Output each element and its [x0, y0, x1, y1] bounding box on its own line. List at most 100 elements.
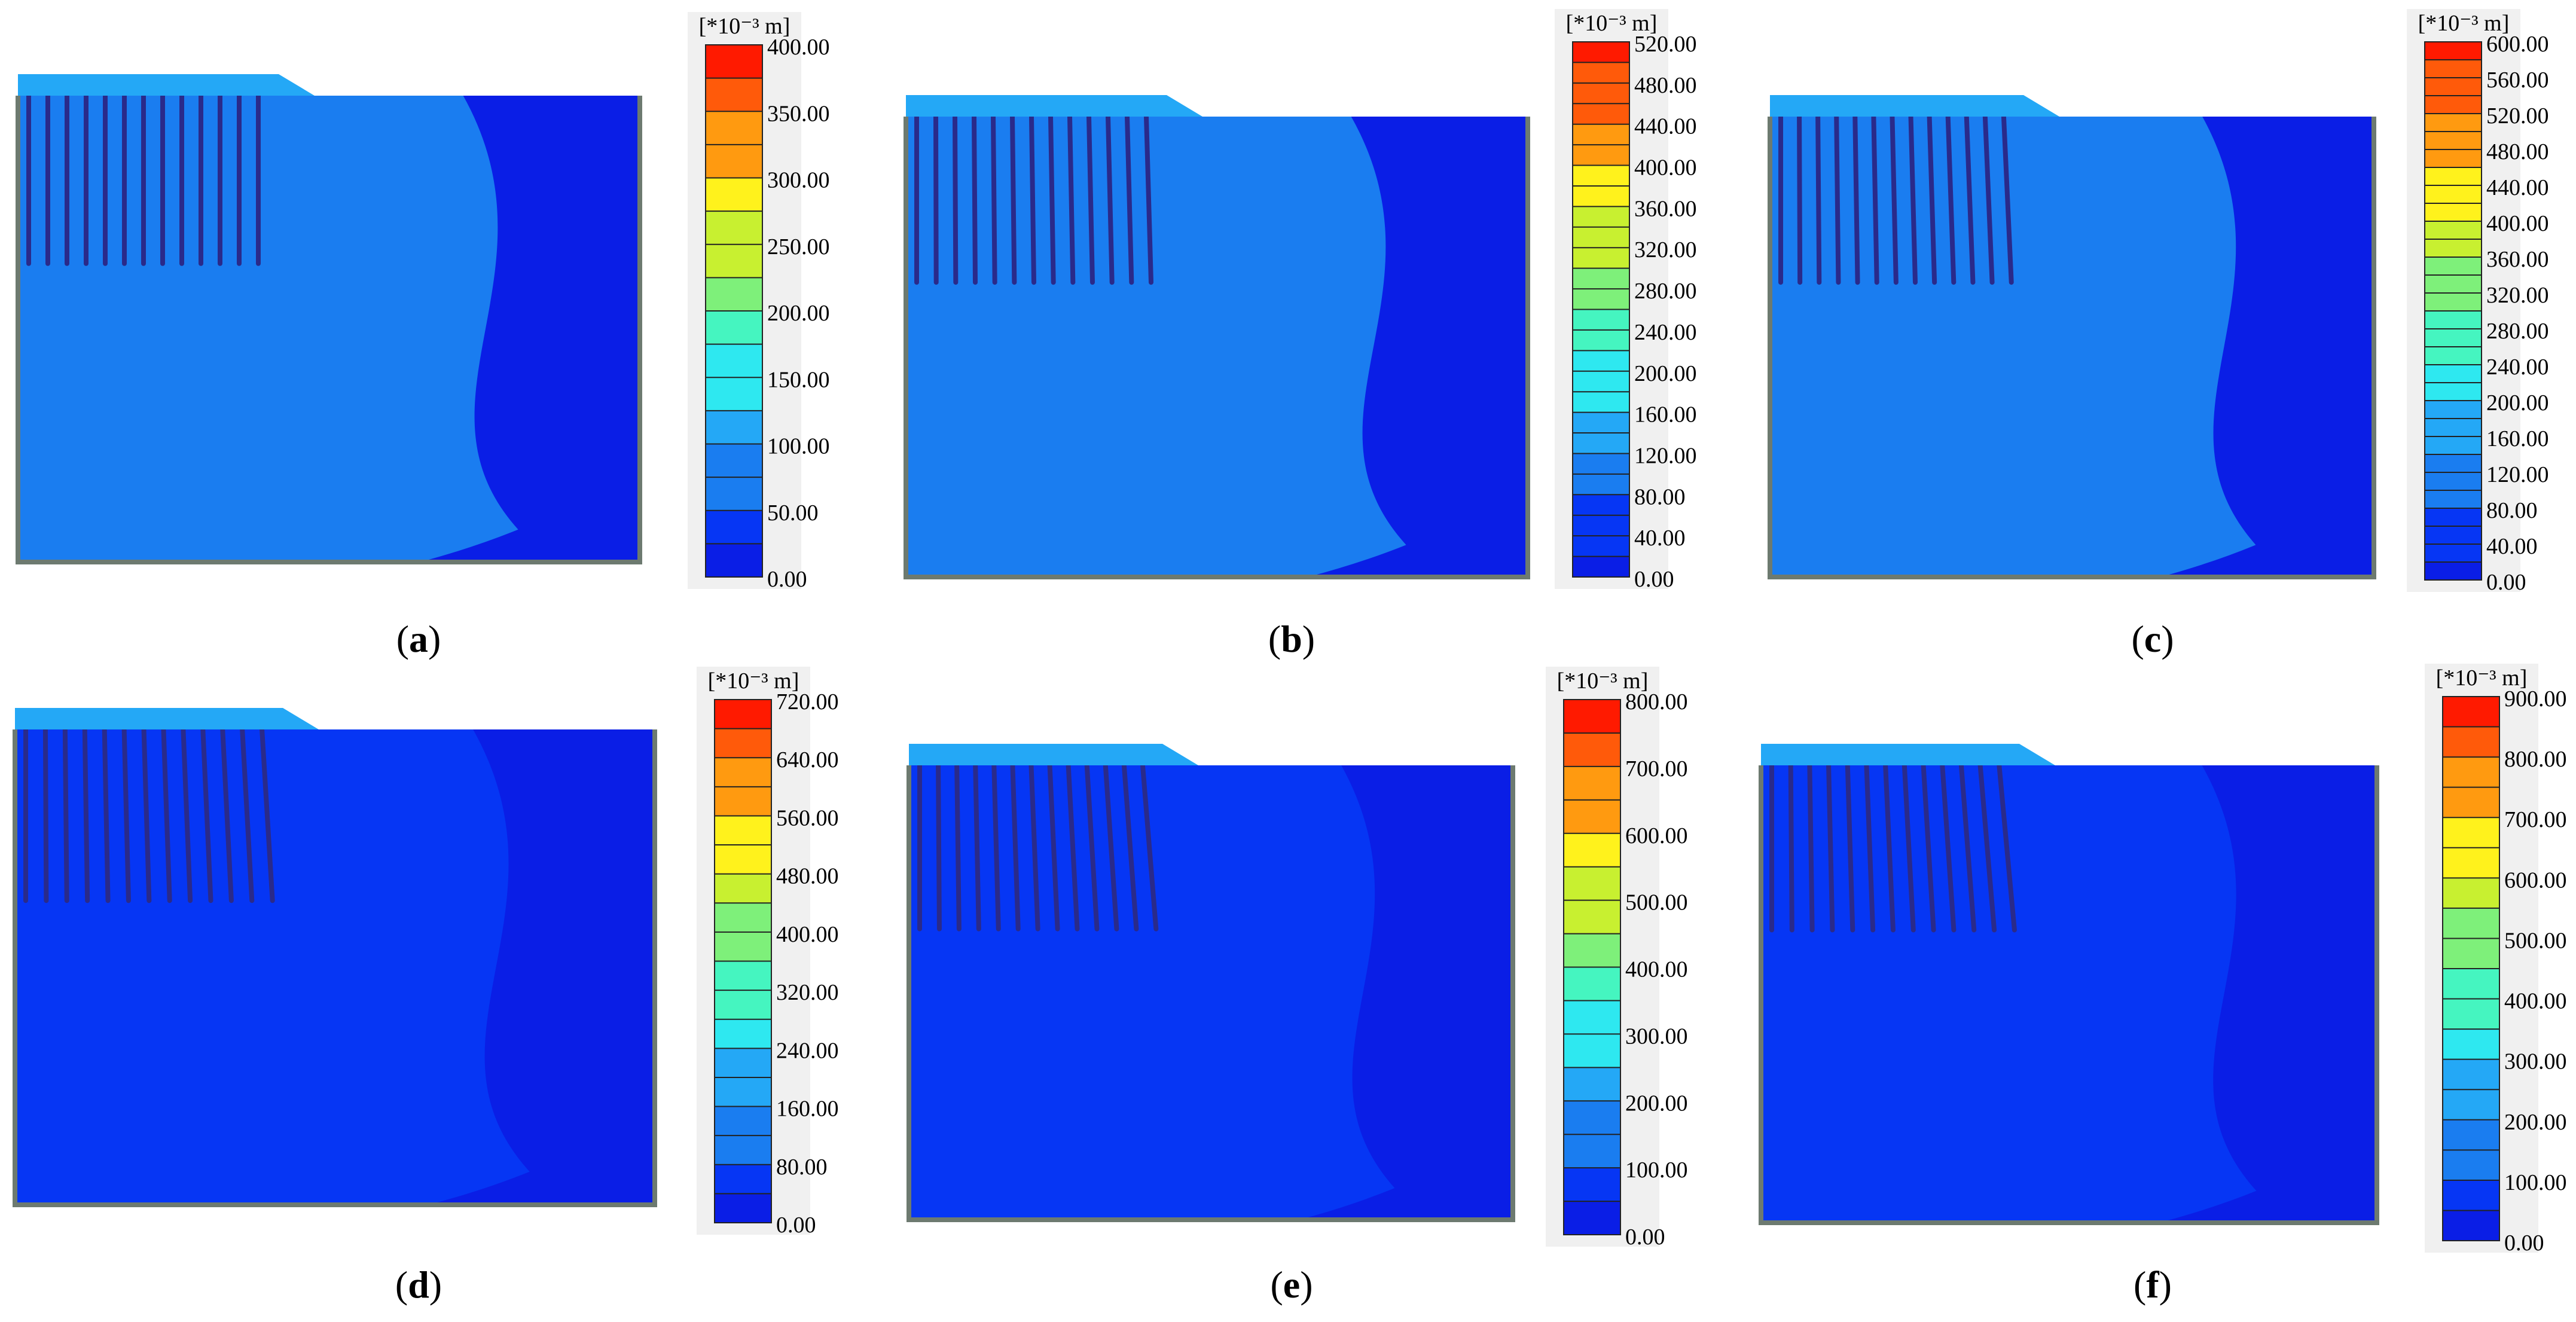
legend-swatch [715, 932, 771, 961]
caption-open: ( [1268, 618, 1281, 660]
legend-tick-label: 160.00 [2486, 426, 2549, 451]
caption-letter: e [1283, 1263, 1300, 1306]
legend-swatch [2443, 726, 2499, 758]
legend-swatch [2443, 757, 2499, 788]
pile [1028, 763, 1040, 932]
pile [1144, 114, 1153, 285]
pile [1921, 763, 1936, 933]
legend-swatch [1564, 732, 1620, 767]
legend-swatch [1564, 1101, 1620, 1135]
legend-tick-label: 200.00 [2486, 390, 2549, 416]
legend-swatch [1573, 165, 1629, 187]
legend-swatch [715, 1135, 771, 1165]
surcharge-layer [15, 708, 319, 729]
legend-swatch [1573, 268, 1629, 289]
model-b [906, 117, 1528, 577]
contour-band [909, 765, 1395, 1220]
legend-swatch [1564, 900, 1620, 935]
legend-swatch [1573, 289, 1629, 310]
contour-band [1770, 117, 2256, 577]
legend-a: [*10⁻³ m]400.00 350.00 300.00 250.00 200.00 1… [688, 12, 830, 592]
legend-swatch [706, 78, 762, 112]
legend-swatch [2425, 96, 2482, 114]
pile [1807, 763, 1815, 933]
legend-tick-label: 240.00 [2486, 355, 2549, 380]
legend-swatch [706, 444, 762, 478]
legend-swatch [2425, 383, 2482, 401]
pile [181, 727, 193, 903]
surcharge-layer [1761, 744, 2055, 765]
legend-tick-label: 250.00 [767, 234, 830, 259]
pile [1788, 763, 1794, 933]
legend-swatch [2443, 1059, 2499, 1090]
legend-swatch [1564, 833, 1620, 868]
legend-tick-label: 50.00 [767, 500, 819, 526]
pile [1997, 763, 2017, 933]
legend-swatch [2443, 878, 2499, 909]
pile [1927, 114, 1937, 285]
legend-swatch [1573, 494, 1629, 516]
legend-frame [2442, 696, 2500, 1241]
legend-tick-label: 0.00 [776, 1213, 816, 1238]
caption-close: ) [2161, 618, 2174, 660]
legend-c: [*10⁻³ m]600.00 560.00 520.00 480.00 440.00 4… [2407, 9, 2549, 595]
legend-tick-label: 320.00 [1634, 237, 1697, 262]
pile [1140, 763, 1159, 932]
surcharge-layer [1770, 95, 2059, 117]
legend-swatch [2443, 969, 2499, 1000]
legend-swatch [715, 990, 771, 1020]
unit-label: [*10⁻³ m] [2418, 11, 2510, 36]
legend-swatch [2443, 908, 2499, 939]
pile [953, 114, 959, 285]
caption-open: ( [396, 618, 409, 660]
legend-tick-label: 480.00 [2486, 139, 2549, 164]
legend-swatch [2425, 526, 2482, 545]
legend-tick-label: 500.00 [1625, 890, 1688, 915]
pile [1815, 114, 1822, 285]
pile [1047, 763, 1060, 932]
legend-swatch [2425, 42, 2482, 60]
legend-tick-label: 80.00 [776, 1155, 828, 1180]
legend-tick-label: 480.00 [776, 864, 839, 889]
legend-swatch [706, 144, 762, 178]
legend-swatch [2425, 365, 2482, 383]
panels-root: [*10⁻³ m]400.00350.00300.00250.00200.001… [13, 9, 2567, 1306]
legend-swatch [1564, 799, 1620, 834]
pile [1964, 114, 1976, 285]
legend-swatch [706, 277, 762, 312]
legend-swatch [2443, 1089, 2499, 1121]
pile [1066, 763, 1080, 932]
pile [260, 727, 275, 903]
legend-tick-label: 600.00 [2486, 32, 2549, 57]
legend-swatch [2425, 562, 2482, 581]
legend-swatch [715, 786, 771, 816]
legend-swatch [2425, 293, 2482, 312]
pile [1103, 763, 1119, 932]
legend-swatch [2443, 1029, 2499, 1060]
pile [1797, 114, 1803, 285]
caption-close: ) [1300, 1263, 1313, 1306]
legend-swatch [1573, 248, 1629, 269]
legend-tick-label: 360.00 [2486, 247, 2549, 272]
pile [1902, 763, 1916, 933]
legend-tick-label: 300.00 [767, 168, 830, 193]
pile [82, 727, 90, 903]
legend-swatch [1564, 1067, 1620, 1101]
surcharge-layer [18, 74, 315, 96]
pile [1864, 763, 1876, 933]
legend-swatch [1564, 766, 1620, 801]
legend-tick-label: 100.00 [767, 434, 830, 459]
legend-swatch [2443, 847, 2499, 878]
panel-c: [*10⁻³ m]600.00 560.00 520.00 480.00 440.00 4… [1768, 9, 2549, 660]
caption-close: ) [428, 618, 441, 660]
pile [141, 727, 152, 903]
legend-swatch [1573, 433, 1629, 454]
panel-f: [*10⁻³ m]900.00 800.00 700.00 600.00 500.00 4… [1759, 664, 2567, 1306]
legend-tick-label: 200.00 [2504, 1110, 2567, 1135]
legend-swatch [1564, 1000, 1620, 1034]
pile [1048, 114, 1056, 285]
legend-tick-label: 480.00 [1634, 73, 1697, 98]
caption-letter: c [2144, 618, 2161, 660]
model-boundary [1759, 765, 2379, 1225]
